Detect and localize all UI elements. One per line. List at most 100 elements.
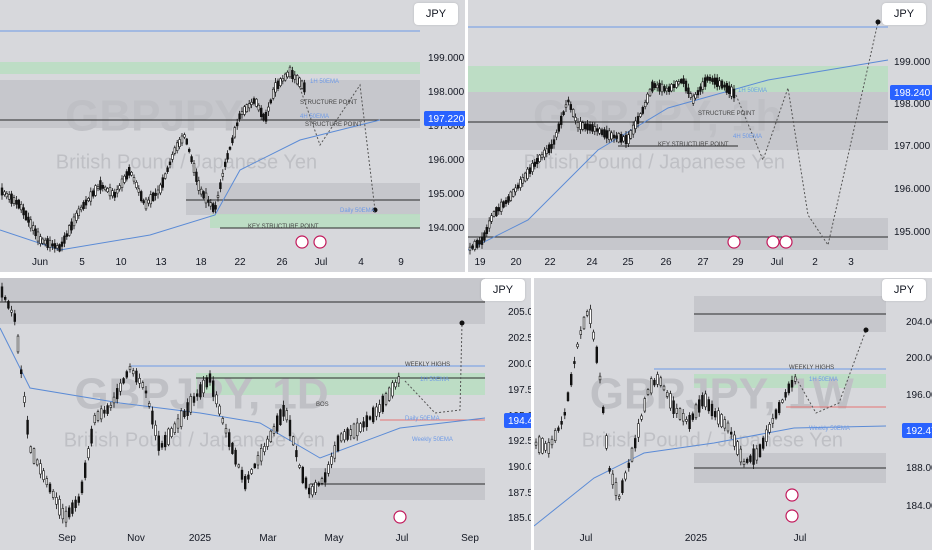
price-axis-tick: 195.000: [894, 227, 931, 238]
candle-body: [497, 207, 500, 212]
candle-body: [15, 199, 18, 205]
candle-body: [301, 466, 304, 484]
candle-body: [300, 80, 304, 89]
candle-body: [104, 186, 107, 191]
candle-body: [58, 244, 61, 252]
candle-body: [765, 429, 768, 442]
candle-body: [23, 396, 26, 403]
candle-body: [603, 129, 606, 138]
candle-body: [639, 113, 642, 117]
lightning-icon: [727, 235, 741, 249]
chart-panel-top-left[interactable]: GBPJPY British Pound / Japanese Yen STRUCT…: [0, 0, 465, 272]
watermark-description: British Pound / Japanese Yen: [64, 430, 325, 452]
candle-body: [141, 382, 144, 388]
currency-badge[interactable]: JPY: [882, 3, 926, 25]
price-axis-tick: 184.000: [906, 501, 932, 512]
candle-body: [504, 200, 508, 204]
key-zone-green: [0, 62, 420, 74]
candle-body: [8, 194, 11, 200]
candle-body: [228, 432, 231, 447]
currency-badge[interactable]: JPY: [481, 279, 525, 301]
candle-body: [101, 184, 105, 189]
chart-canvas[interactable]: GBPJPY, 1W British Pound / Japanese Yen WE…: [534, 278, 932, 550]
candle-body: [282, 404, 285, 417]
price-axis-tick: 197.500: [508, 385, 531, 396]
candle-body: [263, 446, 266, 453]
candle-body: [562, 111, 565, 115]
watermark-symbol: GBPJPY, 1h: [533, 92, 782, 141]
candle-body: [92, 190, 95, 197]
currency-badge[interactable]: JPY: [882, 279, 926, 301]
candle-body: [118, 185, 121, 190]
annotation-label: 1H 50EMA: [809, 377, 838, 383]
candle-body: [732, 88, 736, 99]
candle-body: [560, 115, 563, 125]
lightning-icon: [779, 235, 793, 249]
candle-body: [160, 443, 164, 448]
candle-body: [5, 193, 9, 198]
chart-panel-bottom-left[interactable]: GBPJPY, 1D British Pound / Japanese Yen WE…: [0, 278, 531, 550]
candle-body: [189, 396, 192, 413]
annotation-label: 1H 50EMA: [738, 88, 767, 94]
candle-body: [670, 83, 673, 92]
candle-body: [148, 402, 151, 407]
candle-body: [75, 212, 78, 221]
candle-body: [156, 189, 160, 195]
candle-body: [387, 387, 391, 401]
candle-body: [26, 419, 29, 435]
ema-line: [534, 425, 887, 527]
candle-body: [682, 413, 685, 422]
time-axis-tick: May: [325, 533, 344, 544]
candle-body: [540, 154, 544, 158]
candle-body: [663, 86, 666, 92]
candle-body: [320, 478, 324, 484]
candle-body: [140, 191, 143, 202]
candle-body: [581, 122, 585, 130]
candle-body: [612, 134, 616, 139]
candle-body: [516, 184, 520, 189]
candle-body: [171, 154, 174, 160]
candle-body: [161, 177, 164, 188]
time-axis-tick: Jul: [396, 533, 409, 544]
candle-body: [615, 135, 618, 139]
candle-body: [197, 180, 200, 191]
candle-body: [89, 191, 93, 202]
candle-body: [621, 480, 624, 493]
time-axis-tick: Jul: [315, 257, 328, 268]
candle-body: [672, 84, 676, 88]
candle-body: [778, 402, 781, 414]
candle-body: [563, 412, 566, 416]
candle-body: [480, 236, 484, 245]
candle-body: [781, 399, 784, 403]
candle-body: [12, 197, 16, 204]
annotation-label: BOS: [316, 402, 329, 408]
candle-body: [733, 434, 736, 447]
time-axis-tick: 25: [622, 257, 634, 268]
candle-body: [166, 167, 169, 172]
candle-body: [576, 343, 579, 348]
chart-panel-top-right[interactable]: GBPJPY, 1h British Pound / Japanese Yen ST…: [468, 0, 932, 272]
price-axis-tick: 205.000: [508, 307, 531, 318]
candle-body: [774, 409, 778, 419]
candle-body: [678, 408, 682, 420]
time-axis-tick: Mar: [259, 533, 277, 544]
price-axis-tick: 196.000: [894, 184, 931, 195]
chart-canvas[interactable]: GBPJPY British Pound / Japanese Yen STRUCT…: [0, 0, 465, 272]
candle-body: [579, 121, 582, 130]
time-axis-tick: 29: [732, 257, 744, 268]
candle-body: [100, 408, 103, 420]
candle-body: [183, 134, 186, 138]
candle-body: [618, 495, 621, 499]
candle-body: [648, 88, 652, 97]
candle-body: [272, 426, 276, 434]
candle-body: [53, 243, 57, 249]
annotation-label: Daily 50EMA: [340, 208, 375, 214]
candle-body: [684, 80, 688, 92]
chart-panel-bottom-right[interactable]: GBPJPY, 1W British Pound / Japanese Yen WE…: [534, 278, 932, 550]
candle-body: [199, 384, 202, 398]
candle-body: [362, 421, 365, 428]
currency-badge[interactable]: JPY: [414, 3, 458, 25]
chart-canvas[interactable]: GBPJPY, 1h British Pound / Japanese Yen ST…: [468, 0, 932, 272]
candle-body: [51, 243, 54, 247]
